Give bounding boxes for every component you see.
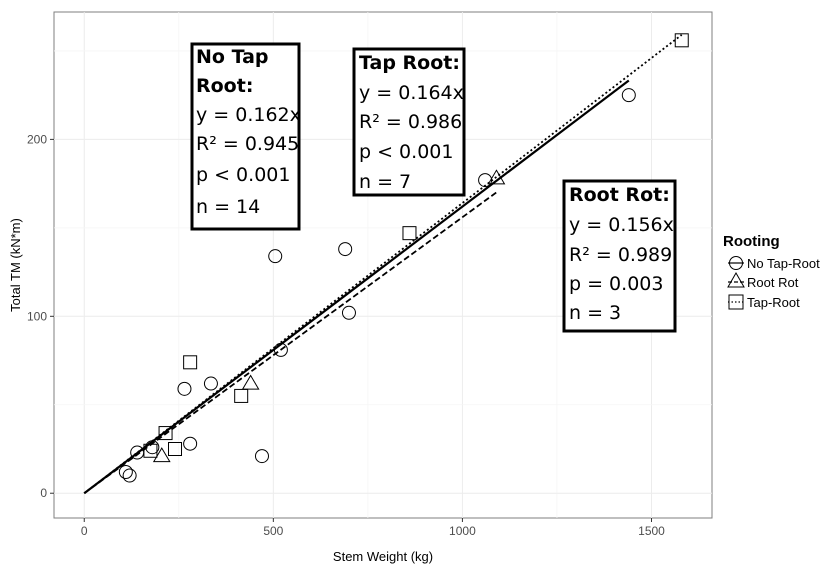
annotation-p-value: p < 0.001 — [359, 141, 453, 163]
point-circle — [145, 440, 160, 455]
annotation-p-value: p = 0.003 — [569, 273, 663, 295]
legend-triangle-icon — [727, 271, 745, 288]
data-points — [118, 33, 689, 483]
legend-title: Rooting — [723, 233, 780, 250]
x-tick-label: 1000 — [449, 524, 476, 538]
annotation-r-squared: R² = 0.945 — [196, 133, 299, 155]
point-circle — [621, 88, 636, 103]
point-circle — [118, 465, 133, 479]
point-circle — [478, 173, 493, 188]
point-circle — [177, 381, 192, 396]
point-circle — [254, 449, 269, 464]
x-axis-ticks: 0 500 1000 1500 — [81, 518, 665, 538]
legend-label: Tap-Root — [747, 295, 800, 310]
annotation-title: Tap Root: — [359, 52, 460, 74]
legend-item-root-rot: Root Rot — [727, 271, 799, 290]
annotation-n: n = 14 — [196, 196, 260, 218]
legend: Rooting No Tap-Root Root Rot Tap-Root — [723, 233, 820, 310]
legend-label: No Tap-Root — [747, 256, 820, 271]
point-square — [674, 33, 689, 48]
y-axis-title: Total TM (kN*m) — [8, 218, 23, 312]
annotation-r-squared: R² = 0.986 — [359, 111, 462, 133]
annotation-title: Root: — [196, 75, 253, 97]
annotation-p-value: p < 0.001 — [196, 164, 290, 186]
y-tick-label: 100 — [27, 309, 47, 323]
annotation-box — [352, 47, 466, 197]
legend-item-tap-root: Tap-Root — [728, 294, 800, 310]
regression-line-root-rot — [83, 191, 497, 494]
point-square — [158, 426, 173, 441]
x-tick-label: 500 — [263, 524, 283, 538]
point-square — [168, 442, 183, 456]
point-circle — [341, 305, 356, 320]
point-triangle — [487, 169, 506, 185]
annotation-title: Root Rot: — [569, 184, 670, 206]
point-circle — [122, 468, 137, 483]
y-axis-ticks: 0 100 200 — [27, 132, 54, 500]
x-axis-title: Stem Weight (kg) — [333, 549, 433, 564]
annotation-tap-root: Tap Root: y = 0.164x R² = 0.986 p < 0.00… — [352, 47, 466, 197]
y-tick-label: 200 — [27, 132, 47, 146]
y-tick-label: 0 — [40, 486, 47, 500]
annotation-root-rot: Root Rot: y = 0.156x R² = 0.989 p = 0.00… — [562, 179, 677, 333]
annotation-equation: y = 0.156x — [569, 214, 674, 236]
point-circle — [338, 242, 353, 257]
annotation-n: n = 7 — [359, 171, 411, 193]
annotation-equation: y = 0.162x — [196, 104, 301, 126]
point-square — [234, 388, 249, 403]
point-circle — [268, 249, 283, 264]
annotation-title: No Tap — [196, 46, 269, 68]
x-tick-label: 0 — [81, 524, 88, 538]
annotation-no-tap-root: No Tap Root: y = 0.162x R² = 0.945 p < 0… — [190, 42, 301, 231]
annotation-r-squared: R² = 0.989 — [569, 244, 672, 266]
point-square — [183, 355, 198, 370]
point-triangle — [241, 374, 260, 390]
annotation-box — [190, 42, 301, 231]
point-circle — [273, 342, 288, 357]
legend-item-no-tap-root: No Tap-Root — [728, 256, 820, 271]
point-triangle — [152, 447, 171, 463]
x-tick-label: 1500 — [638, 524, 665, 538]
point-square — [402, 226, 417, 241]
point-circle — [203, 376, 218, 391]
annotation-equation: y = 0.164x — [359, 82, 464, 104]
regression-lines — [83, 34, 683, 495]
point-circle — [183, 436, 198, 451]
grid-lines — [54, 12, 712, 518]
annotation-n: n = 3 — [569, 302, 621, 324]
legend-label: Root Rot — [747, 275, 799, 290]
point-square — [143, 443, 158, 458]
annotation-box — [562, 179, 677, 333]
